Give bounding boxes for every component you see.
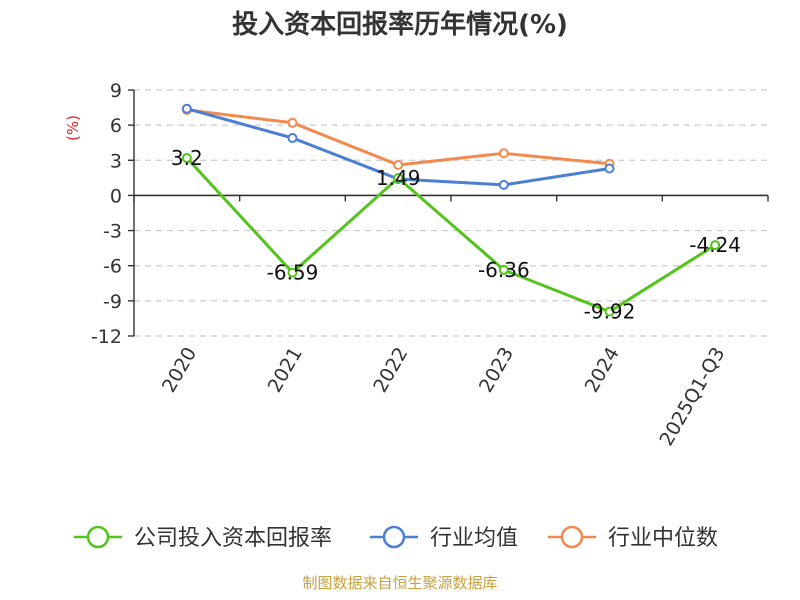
axes [128, 89, 769, 337]
x-tick-label: 2021 [264, 344, 307, 397]
x-tick-label: 2024 [581, 344, 624, 397]
data-point [287, 267, 298, 278]
data-label: 1.49 [376, 166, 421, 190]
data-point [393, 172, 404, 183]
legend-item[interactable]: 公司投入资本回报率 [74, 525, 332, 551]
legend-marker [86, 525, 110, 549]
data-label: -9.92 [584, 300, 636, 324]
y-tick-label: -9 [103, 291, 122, 313]
data-point [287, 117, 298, 128]
grid-lines [134, 89, 768, 337]
y-tick-label: 0 [110, 185, 122, 207]
legend-item[interactable]: 行业均值 [370, 525, 518, 551]
data-label: -6.36 [478, 258, 530, 282]
legend-marker [560, 525, 584, 549]
data-label: 3.2 [171, 146, 203, 170]
legend[interactable]: 公司投入资本回报率 行业均值 行业中位数 [74, 525, 718, 551]
y-tick-label: 6 [110, 115, 122, 137]
data-point [287, 133, 298, 144]
legend-label: 行业中位数 [608, 526, 718, 551]
data-point [181, 152, 192, 163]
y-tick-label: 3 [110, 150, 122, 172]
legend-label: 行业均值 [430, 526, 518, 551]
legend-marker [382, 525, 406, 549]
x-tick-label: 2022 [369, 344, 412, 397]
data-labels: 3.2 -6.59 1.49 -6.36 -9.92 -4.24 [171, 146, 741, 324]
y-tick-label: -12 [91, 326, 122, 348]
source-note: 制图数据来自恒生聚源数据库 [302, 574, 497, 592]
series-line-2 [185, 108, 611, 167]
series-group [181, 103, 721, 317]
data-point [181, 103, 192, 114]
data-point [498, 179, 509, 190]
x-tick-label: 2023 [475, 344, 518, 397]
data-point [393, 159, 404, 170]
series-line-0 [185, 156, 717, 314]
y-axis-unit-label: (%) [64, 115, 82, 141]
data-point [498, 148, 509, 159]
data-point [710, 240, 721, 251]
data-point [498, 264, 509, 275]
x-axis-ticks: 2020 2021 2022 2023 2024 2025Q1-Q3 [158, 344, 730, 450]
y-tick-label: 9 [110, 80, 122, 102]
x-tick-label: 2020 [158, 344, 201, 397]
data-point [604, 163, 615, 174]
data-label: -6.59 [267, 261, 319, 285]
y-axis-ticks: 9 6 3 0 -3 -6 -9 -12 [91, 80, 122, 348]
chart-title: 投入资本回报率历年情况(%) [232, 9, 568, 40]
data-point [604, 306, 615, 317]
x-tick-label: 2025Q1-Q3 [655, 344, 729, 450]
legend-item[interactable]: 行业中位数 [548, 525, 718, 551]
y-tick-label: -6 [103, 256, 122, 278]
y-tick-label: -3 [103, 221, 122, 243]
data-label: -4.24 [689, 233, 741, 257]
legend-label: 公司投入资本回报率 [134, 526, 332, 551]
